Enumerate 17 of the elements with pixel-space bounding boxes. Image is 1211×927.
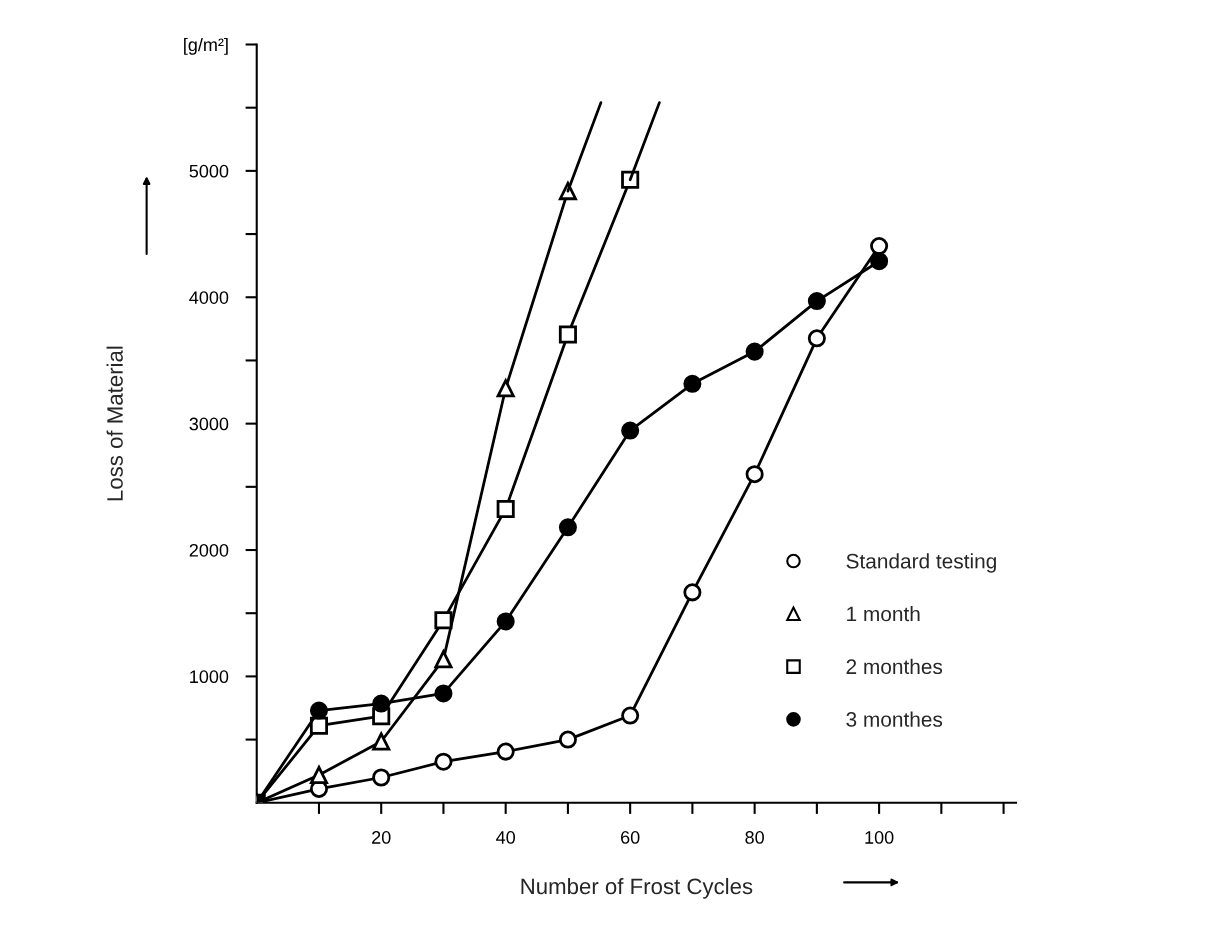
y-tick-label: 1000 [190, 670, 229, 684]
x-tick-label: 100 [865, 831, 894, 844]
y-tick-label: 4000 [189, 291, 229, 304]
y-tick-label: 3000 [189, 417, 229, 431]
y-tick-label: [g/m²] [184, 37, 228, 55]
x-axis-title: Number of Frost Cycles [521, 877, 753, 899]
x-tick-label: 80 [745, 831, 764, 844]
x-tick-label: 60 [621, 831, 640, 844]
x-tick-label: 40 [496, 831, 516, 844]
y-axis-title: Loss of Material [106, 346, 123, 501]
y-tick-label: 2000 [189, 543, 229, 557]
legend-label: Standard testing [846, 553, 996, 573]
legend-label: 3 monthes [846, 711, 943, 727]
y-tick-label: 5000 [189, 164, 229, 178]
legend-label: 1 month [847, 606, 920, 622]
x-tick-label: 20 [372, 831, 391, 844]
legend-label: 2 monthes [846, 658, 943, 675]
